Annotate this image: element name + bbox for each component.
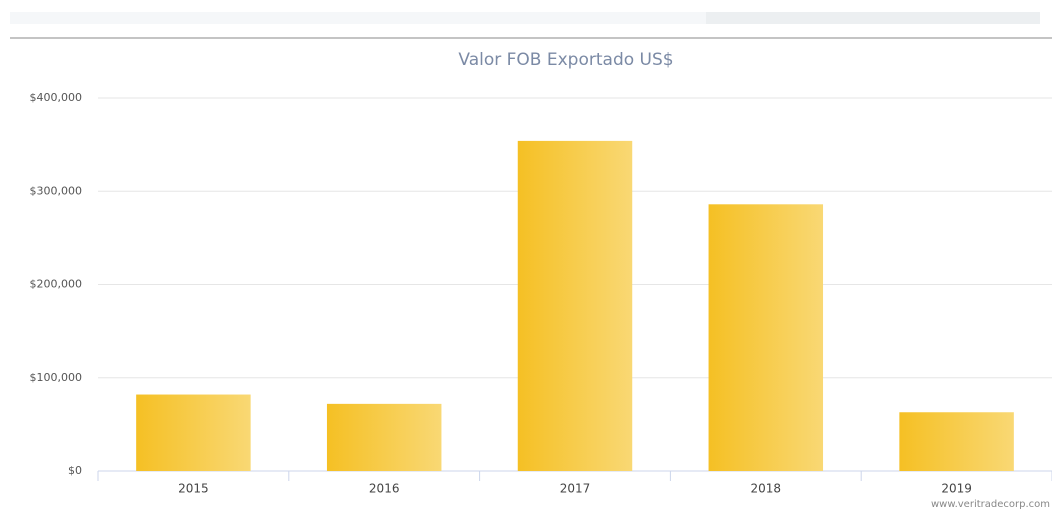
y-tick-label: $0: [68, 464, 82, 477]
toolbar-strip-active: [706, 12, 1040, 24]
x-tick-label: 2015: [178, 482, 209, 496]
bar: [517, 140, 633, 471]
y-tick-label: $200,000: [30, 278, 83, 291]
y-tick-label: $400,000: [30, 91, 83, 104]
y-tick-label: $300,000: [30, 184, 83, 197]
bar: [326, 403, 442, 471]
x-tick-label: 2017: [560, 482, 591, 496]
bar: [136, 394, 251, 471]
bar: [899, 412, 1014, 471]
chart-title: Valor FOB Exportado US$: [458, 50, 673, 70]
bar: [708, 204, 824, 471]
x-tick-label: 2016: [369, 482, 400, 496]
credits: www.veritradecorp.com: [931, 499, 1050, 509]
y-tick-label: $100,000: [30, 371, 83, 384]
x-tick-label: 2018: [751, 482, 782, 496]
x-tick-label: 2019: [941, 482, 972, 496]
toolbar-strip: [10, 12, 706, 24]
